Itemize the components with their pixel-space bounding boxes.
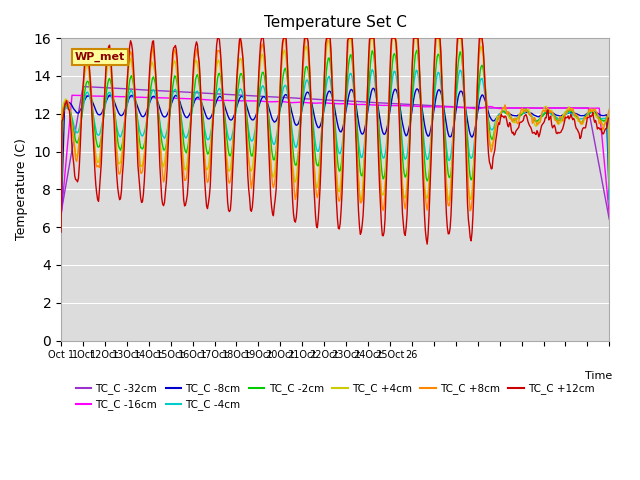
Text: WP_met: WP_met — [75, 52, 125, 62]
Text: Time: Time — [585, 371, 612, 381]
Legend: TC_C -32cm, TC_C -16cm, TC_C -8cm, TC_C -4cm, TC_C -2cm, TC_C +4cm, TC_C +8cm, T: TC_C -32cm, TC_C -16cm, TC_C -8cm, TC_C … — [72, 379, 599, 414]
Y-axis label: Temperature (C): Temperature (C) — [15, 138, 28, 240]
Title: Temperature Set C: Temperature Set C — [264, 15, 406, 30]
